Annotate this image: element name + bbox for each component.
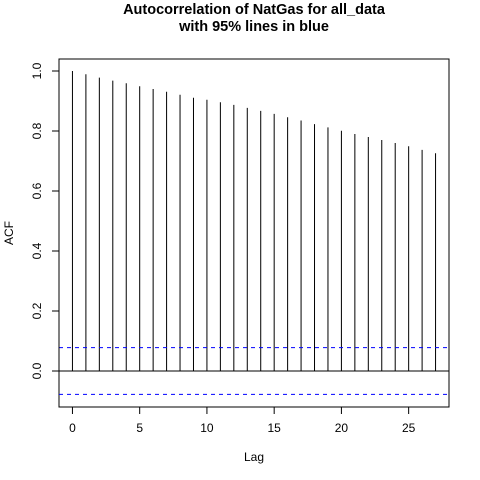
y-axis-label: ACF <box>2 221 16 245</box>
y-axis: 0.0 0.2 0.4 0.6 0.8 1.0 <box>30 62 60 379</box>
chart-title-line-2: with 95% lines in blue <box>178 19 329 35</box>
x-tick-label-25: 25 <box>402 421 416 435</box>
y-tick-label-0.2: 0.2 <box>30 302 44 319</box>
x-axis-label: Lag <box>244 450 264 464</box>
x-axis: 0 5 10 15 20 25 <box>69 406 416 435</box>
x-tick-label-5: 5 <box>136 421 143 435</box>
acf-bars <box>59 71 449 372</box>
y-tick-label-0.0: 0.0 <box>30 362 44 379</box>
x-tick-label-10: 10 <box>200 421 214 435</box>
x-tick-label-0: 0 <box>69 421 76 435</box>
x-tick-label-15: 15 <box>267 421 281 435</box>
y-tick-label-0.8: 0.8 <box>30 122 44 139</box>
plot-frame <box>58 58 450 408</box>
confidence-lines <box>59 347 449 395</box>
y-tick-label-0.4: 0.4 <box>30 242 44 259</box>
y-tick-label-0.6: 0.6 <box>30 182 44 199</box>
y-tick-label-1.0: 1.0 <box>30 62 44 79</box>
chart-title-line-1: Autocorrelation of NatGas for all_data <box>123 2 386 18</box>
x-tick-label-20: 20 <box>335 421 349 435</box>
